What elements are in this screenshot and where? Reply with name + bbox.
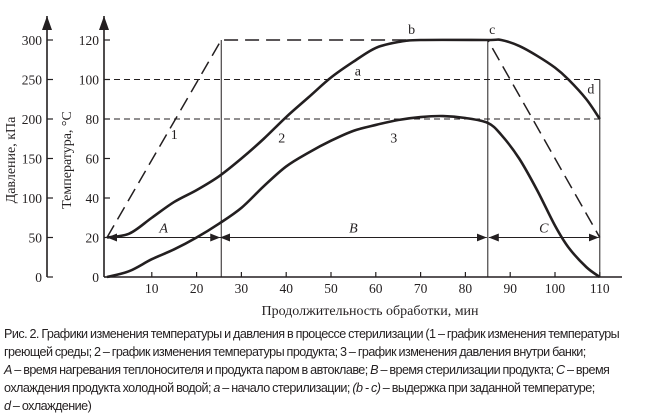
x-tick-label: 20 <box>190 281 204 296</box>
labels-group: A B C 1 2 3 a b c d <box>158 23 594 236</box>
temperature-tick-label: 60 <box>86 152 100 167</box>
caption-italic: (b - c) <box>352 381 381 395</box>
x-tick-label: 10 <box>145 281 159 296</box>
caption-line: A – время нагревания теплоносителя и про… <box>4 361 654 379</box>
figure-caption: Рис. 2. Графики изменения температуры и … <box>4 325 654 415</box>
x-tick-label: 90 <box>503 281 517 296</box>
x-tick-label: 60 <box>369 281 383 296</box>
series-group <box>106 38 601 279</box>
series-1-line <box>106 39 601 238</box>
interval-label-B: B <box>349 222 358 237</box>
temperature-tick-label: 20 <box>86 231 100 246</box>
caption-italic: C <box>556 363 565 377</box>
interval-label-A: A <box>158 222 168 237</box>
curve-label-d: d <box>587 82 594 97</box>
caption-text: – время нагревания теплоносителя и проду… <box>11 363 371 377</box>
pressure-tick-label: 0 <box>35 270 42 285</box>
curve-label-2: 2 <box>278 132 285 147</box>
reference-lines <box>104 40 601 277</box>
x-tick-label: 80 <box>459 281 473 296</box>
temperature-tick-label: 40 <box>86 191 100 206</box>
caption-text: Рис. 2. Графики изменения температуры и … <box>4 327 620 341</box>
curve-label-3: 3 <box>390 132 397 147</box>
pressure-tick-label: 200 <box>22 112 43 127</box>
pressure-tick-label: 50 <box>29 231 43 246</box>
temperature-tick-label: 100 <box>79 73 100 88</box>
temperature-tick-label: 0 <box>92 270 99 285</box>
temperature-tick-label: 120 <box>79 33 100 48</box>
caption-italic: A <box>4 363 12 377</box>
caption-text: – охлаждение) <box>10 399 92 413</box>
curve-label-1: 1 <box>171 128 178 143</box>
caption-line: греющей среды; 2 – график изменения темп… <box>4 343 654 361</box>
x-tick-label: 110 <box>590 281 610 296</box>
x-tick-label: 70 <box>414 281 428 296</box>
caption-line: d – охлаждение) <box>4 397 654 415</box>
caption-italic: d <box>4 399 11 413</box>
temperature-axis-title: Температура, °С <box>60 111 75 209</box>
x-tick-label: 50 <box>324 281 338 296</box>
curve-label-a: a <box>355 65 362 80</box>
caption-line: Рис. 2. Графики изменения температуры и … <box>4 325 654 343</box>
caption-italic: a <box>213 381 220 395</box>
caption-text: – начало стерилизации; <box>219 381 353 395</box>
pressure-tick-label: 250 <box>22 73 43 88</box>
caption-italic: B <box>370 363 379 377</box>
x-tick-label: 30 <box>235 281 249 296</box>
caption-text: охлаждения продукта холодной водой; <box>4 381 214 395</box>
temperature-tick-label: 80 <box>86 112 100 127</box>
x-tick-label: 40 <box>279 281 293 296</box>
series-2-line <box>106 38 601 239</box>
caption-text: – время <box>564 363 610 377</box>
caption-text: греющей среды; 2 – график изменения темп… <box>4 345 586 359</box>
x-tick-label: 100 <box>545 281 566 296</box>
curve-label-b: b <box>408 23 415 38</box>
pressure-tick-label: 300 <box>22 33 43 48</box>
caption-text: – время стерилизации продукта; <box>378 363 556 377</box>
series-3-line <box>106 114 601 279</box>
pressure-tick-label: 100 <box>22 191 43 206</box>
curve-label-c: c <box>489 23 495 38</box>
caption-text: – выдержка при заданной температуре; <box>380 381 595 395</box>
interval-label-C: C <box>539 222 549 237</box>
pressure-axis-title: Давление, кПа <box>4 116 19 204</box>
pressure-tick-label: 150 <box>22 152 43 167</box>
caption-line: охлаждения продукта холодной водой; a – … <box>4 379 654 397</box>
x-axis-title: Продолжительность обработки, мин <box>261 304 479 319</box>
